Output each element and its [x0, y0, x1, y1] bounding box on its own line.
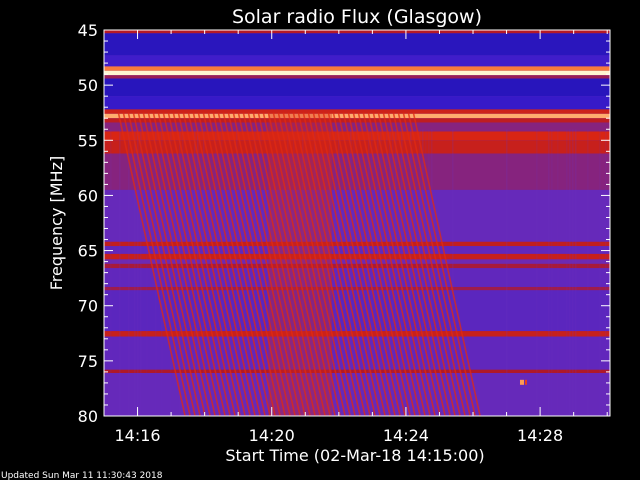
plot-frame	[103, 29, 611, 417]
y-tick-label: 60	[78, 186, 98, 205]
frequency-band-9	[104, 113, 610, 119]
x-tick-label: 14:24	[383, 426, 429, 445]
x-axis-label: Start Time (02-Mar-18 14:15:00)	[225, 446, 484, 465]
x-tick-label: 14:20	[249, 426, 295, 445]
frequency-band-7	[104, 96, 610, 110]
frequency-band-18	[104, 253, 610, 260]
x-tick-label: 14:16	[114, 426, 160, 445]
chart-title: Solar radio Flux (Glasgow)	[232, 6, 482, 28]
bright-spot	[519, 379, 524, 385]
x-axis: 14:16 14:20 14:24 14:28	[103, 30, 608, 445]
frequency-band-1	[104, 33, 610, 56]
frequency-band-10	[104, 118, 610, 123]
x-tick-label: 14:28	[517, 426, 563, 445]
frequency-band-26	[104, 369, 610, 373]
frequency-band-5	[104, 75, 610, 79]
y-tick-label: 65	[78, 242, 98, 261]
spectrogram-heatmap	[104, 30, 610, 416]
y-axis-label: Frequency [MHz]	[47, 156, 66, 290]
y-tick-label: 50	[78, 76, 98, 95]
radio-burst	[117, 112, 481, 416]
y-tick-label: 45	[78, 21, 98, 40]
y-axis: 45 50 55 60 65 70 75 80	[78, 21, 610, 426]
frequency-band-17	[104, 246, 610, 254]
y-tick-label: 75	[78, 352, 98, 371]
frequency-band-2	[104, 55, 610, 67]
y-tick-label: 70	[78, 297, 98, 316]
frequency-band-0	[104, 30, 610, 34]
frequency-band-8	[104, 109, 610, 114]
y-tick-label: 80	[78, 407, 98, 426]
frequency-band-6	[104, 78, 610, 97]
frequency-band-3	[104, 66, 610, 71]
frequency-band-12	[104, 131, 610, 141]
y-tick-label: 55	[78, 131, 98, 150]
updated-timestamp: Updated Sun Mar 11 11:30:43 2018	[1, 471, 163, 480]
frequency-band-4	[104, 70, 610, 76]
frequency-band-19	[104, 259, 610, 264]
